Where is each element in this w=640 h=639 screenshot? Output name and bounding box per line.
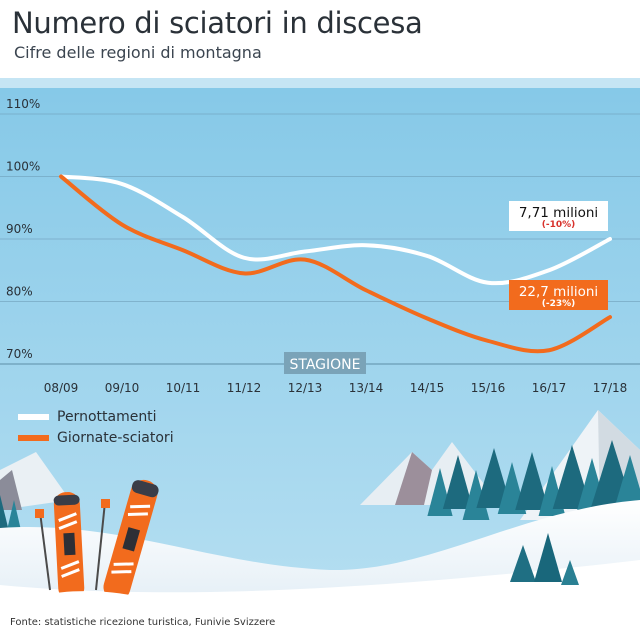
x-tick-label: 12/13 bbox=[288, 381, 323, 395]
end-label-badge-pernottamenti bbox=[509, 201, 608, 231]
y-tick-label: 80% bbox=[6, 285, 33, 299]
x-tick-label: 17/18 bbox=[593, 381, 628, 395]
end-label-value-pernottamenti: 7,71 milioni bbox=[519, 205, 598, 221]
pine-tree bbox=[476, 448, 512, 508]
x-tick-label: 16/17 bbox=[532, 381, 567, 395]
chart-title: Numero di sciatori in discesa bbox=[12, 6, 423, 40]
pine-tree bbox=[552, 445, 592, 509]
end-label-change-giornate-sciatori: (-23%) bbox=[542, 299, 576, 309]
x-tick-label: 11/12 bbox=[227, 381, 262, 395]
y-tick-label: 110% bbox=[6, 97, 40, 111]
legend-item-pernottamenti: Pernottamenti bbox=[18, 406, 174, 427]
pine-tree bbox=[442, 455, 474, 509]
x-tick-label: 14/15 bbox=[410, 381, 445, 395]
legend-swatch-pernottamenti bbox=[18, 413, 49, 420]
x-tick-label: 10/11 bbox=[166, 381, 201, 395]
end-label-change-pernottamenti: (-10%) bbox=[542, 220, 576, 230]
source-note: Fonte: statistiche ricezione turistica, … bbox=[10, 617, 276, 628]
pine-tree bbox=[612, 455, 640, 515]
pine-tree bbox=[515, 452, 549, 510]
x-axis-title: STAGIONE bbox=[290, 357, 361, 373]
x-tick-label: 13/14 bbox=[349, 381, 384, 395]
legend-label-pernottamenti: Pernottamenti bbox=[57, 408, 157, 425]
skis-illustration bbox=[35, 479, 159, 612]
foreground-trees bbox=[510, 533, 579, 585]
x-axis-title-badge bbox=[284, 352, 366, 374]
legend-item-giornate-sciatori: Giornate-sciatori bbox=[18, 427, 174, 448]
legend-label-giornate-sciatori: Giornate-sciatori bbox=[57, 429, 174, 446]
legend: Pernottamenti Giornate-sciatori bbox=[18, 406, 174, 448]
y-tick-label: 100% bbox=[6, 160, 40, 174]
end-label-badge-giornate-sciatori bbox=[509, 280, 608, 310]
x-tick-label: 09/10 bbox=[105, 381, 140, 395]
end-label-value-giornate-sciatori: 22,7 milioni bbox=[519, 284, 598, 300]
y-tick-label: 90% bbox=[6, 222, 33, 236]
series-line-giornate-sciatori bbox=[59, 174, 612, 354]
series-line-pernottamenti bbox=[59, 174, 612, 286]
legend-swatch-giornate-sciatori bbox=[18, 434, 49, 441]
y-tick-label: 70% bbox=[6, 347, 33, 361]
x-tick-label: 08/09 bbox=[44, 381, 79, 395]
chart-subtitle: Cifre delle regioni di montagna bbox=[14, 43, 262, 62]
x-tick-label: 15/16 bbox=[471, 381, 506, 395]
